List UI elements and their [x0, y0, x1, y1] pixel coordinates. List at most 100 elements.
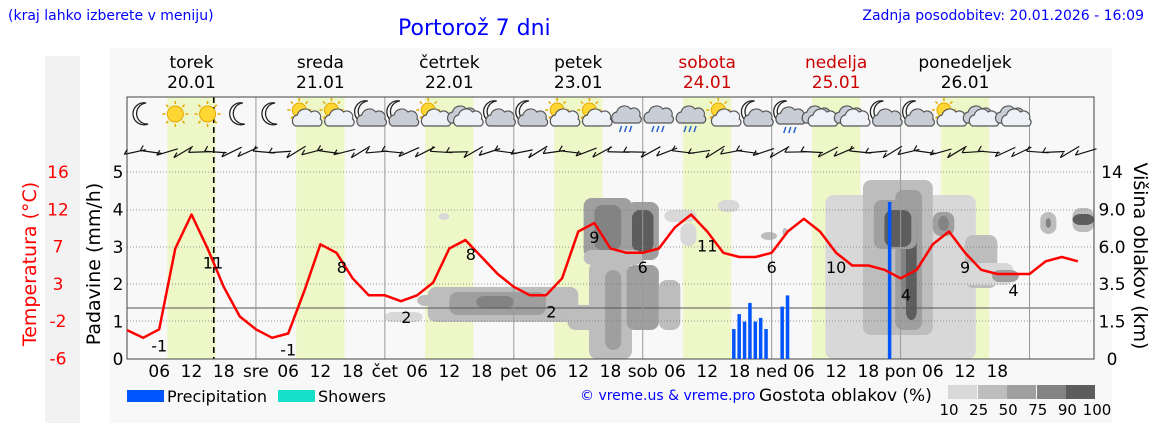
hour-tick-label: čet: [372, 362, 399, 382]
precipitation-bar: [737, 314, 741, 359]
hour-tick-label: 12: [439, 362, 461, 382]
wind-barb-shaft: [156, 148, 178, 156]
wind-barb-flag: [542, 148, 547, 154]
temperature-value-label: -1: [280, 341, 296, 360]
wind-barb-flag: [607, 146, 612, 153]
cloud-shape: [872, 108, 903, 127]
temperature-value-label: 4: [901, 285, 911, 304]
wind-barb-flag: [705, 152, 710, 159]
wind-barb: [1074, 148, 1097, 156]
sun-icon: [194, 101, 221, 127]
cloud-density-scale-labels: 10 25 50 75 90 100: [939, 401, 1111, 421]
precipitation-tick-label: 3: [113, 238, 124, 258]
wind-barb-flag: [784, 146, 789, 153]
wind-barb-flag: [800, 146, 805, 152]
wind-barb-flag: [947, 152, 952, 158]
temperature-value-label: 6: [638, 258, 648, 277]
wind-barb-flag: [221, 151, 226, 158]
cloud-height-tick-label: 0: [1107, 350, 1118, 370]
hour-tick-label: 12: [181, 362, 203, 382]
wind-barb-shaft: [528, 145, 548, 159]
wind-barb: [510, 148, 533, 155]
wind-barb-shaft: [930, 148, 952, 156]
wind-barb-flag: [833, 151, 838, 157]
cloud-density-scale-label: 25: [969, 401, 989, 419]
sun-cloud-icon: [706, 98, 742, 127]
moon-shape: [229, 102, 246, 126]
wind-barb-flag: [687, 148, 692, 154]
cloud-density-scale-label: 50: [998, 401, 1018, 419]
cloud-shape: [643, 105, 675, 124]
rain-cloud-icon: [643, 105, 675, 133]
day-date: 20.01: [167, 73, 216, 93]
day-name: torek: [169, 53, 214, 73]
cloud-shape: [581, 108, 613, 127]
hour-tick-label: 12: [567, 362, 589, 382]
wind-barb: [752, 147, 775, 157]
wind-barb-flag: [252, 145, 257, 152]
region-menu-hint[interactable]: (kraj lahko izberete v meniju): [8, 8, 214, 24]
wind-barb-shaft: [656, 147, 678, 157]
cloud-density-area: [1045, 218, 1052, 228]
sun-disc: [166, 105, 184, 123]
sun-ray: [290, 115, 294, 120]
last-update: Zadnja posodobitev: 20.01.2026 - 16:09: [862, 8, 1144, 24]
moon-icon: [229, 102, 246, 126]
cloud-density-swatch: [977, 385, 1007, 399]
cloud-density-swatch: [1007, 385, 1037, 399]
wind-barb-shaft: [494, 149, 517, 155]
wind-barb-flag: [268, 147, 273, 154]
sun-ray: [724, 100, 728, 105]
rain-drop: [656, 125, 660, 133]
wind-barb-shaft: [269, 150, 292, 154]
rain-drop: [661, 125, 665, 133]
wind-barb-flag: [1059, 152, 1064, 158]
wind-barb-flag: [478, 150, 483, 156]
precipitation-bar: [748, 302, 752, 359]
wind-barb-flag: [913, 145, 918, 151]
wind-barb: [317, 145, 340, 155]
wind-barb: [947, 145, 967, 159]
cloud-shape: [710, 108, 742, 127]
wind-barb-flag: [575, 150, 580, 157]
cloud-height-tick-label: 1.5: [1098, 313, 1125, 333]
wind-barb-flag: [752, 150, 757, 156]
sun-ray: [548, 115, 552, 120]
hour-tick-label: 06: [277, 362, 299, 382]
rain-drop: [623, 125, 628, 133]
wind-barb-flag: [494, 145, 499, 151]
sun-ray: [290, 100, 294, 105]
hour-tick-label: 06: [148, 362, 170, 382]
wind-barb-flag: [398, 151, 403, 157]
showers-swatch: [278, 390, 315, 402]
wind-barb-flag: [317, 145, 322, 151]
wind-barb-flag: [1011, 151, 1016, 158]
wind-barb: [687, 148, 711, 155]
wind-barb: [156, 148, 178, 156]
wind-barb-flag: [897, 149, 902, 155]
hour-tick-label: 18: [986, 362, 1008, 382]
rain-drop: [688, 125, 692, 133]
hour-tick-label: 18: [729, 362, 751, 382]
wind-barb-shaft: [398, 147, 420, 157]
sun-ray: [337, 100, 341, 105]
wind-barb-shaft: [446, 151, 469, 153]
moon-cloud-icon: [482, 100, 516, 127]
copyright-link[interactable]: © vreme.us & vreme.pro: [580, 388, 756, 404]
wind-barb-flag: [994, 151, 999, 157]
hour-tick-label: 12: [310, 362, 332, 382]
day-name: sobota: [678, 53, 736, 73]
wind-barb-flag: [769, 152, 774, 158]
wind-barb: [445, 146, 469, 153]
temperature-tick-label: 12: [47, 200, 69, 220]
sun-cloud-icon: [319, 98, 355, 127]
sun-ray: [949, 100, 953, 105]
moon-rain-icon: [773, 100, 806, 134]
side-panel: [45, 56, 80, 423]
precipitation-tick-label: 4: [113, 200, 124, 220]
temperature-value-label: 11: [697, 237, 717, 256]
wind-barb-flag: [445, 146, 450, 153]
wind-barb-flag: [188, 147, 193, 153]
day-date: 21.01: [296, 73, 345, 93]
wind-barb: [1042, 147, 1065, 154]
